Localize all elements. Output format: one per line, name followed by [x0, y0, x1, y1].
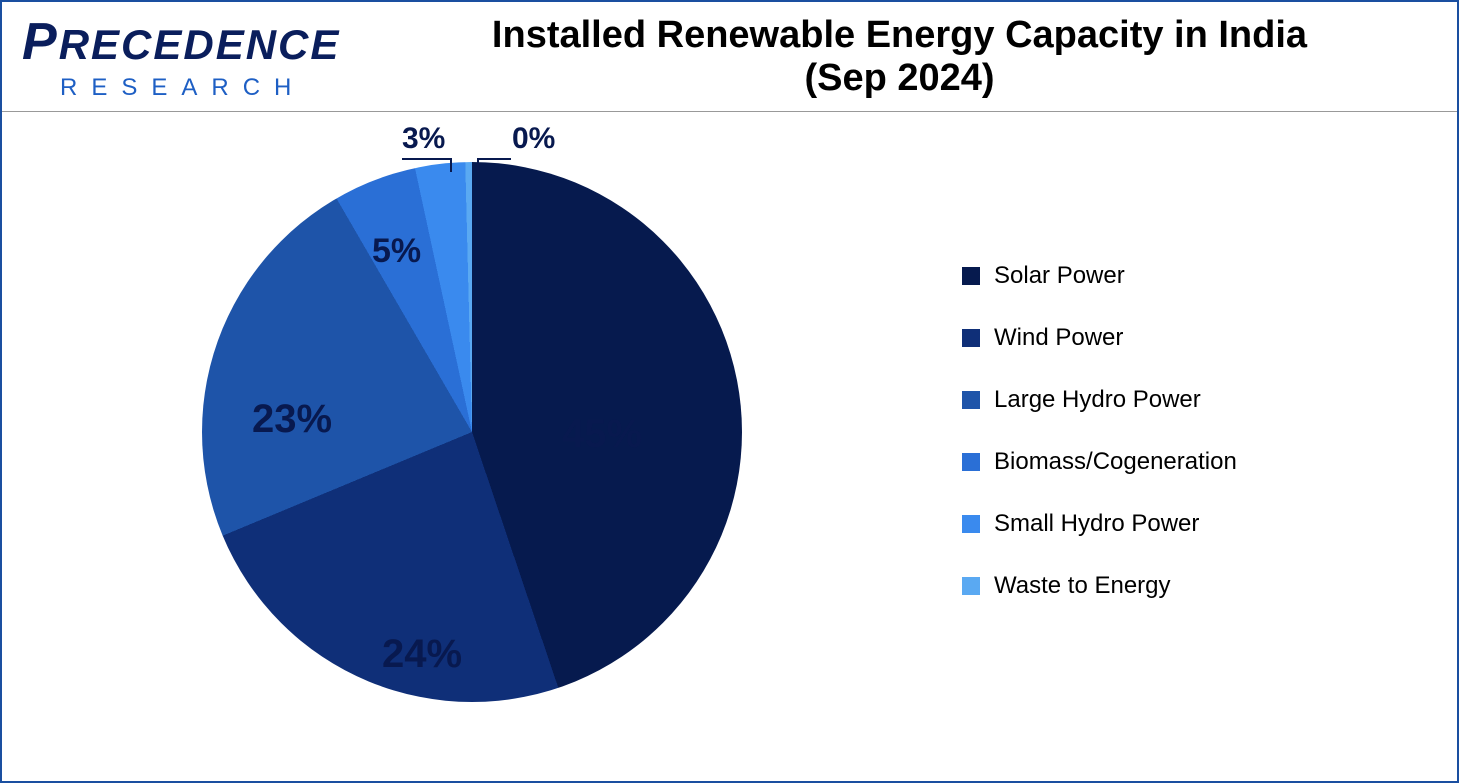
slice-label-biomass: 5% [372, 232, 421, 271]
legend-swatch [962, 515, 980, 533]
brand-rest: RECEDENCE [59, 21, 341, 69]
chart-frame: PRECEDENCE RESEARCH Installed Renewable … [0, 0, 1459, 783]
legend-label: Wind Power [994, 324, 1123, 352]
brand-logo: PRECEDENCE RESEARCH [22, 12, 362, 102]
legend-swatch [962, 453, 980, 471]
legend-item: Large Hydro Power [962, 386, 1237, 414]
legend-label: Small Hydro Power [994, 510, 1199, 538]
slice-label-hydro: 23% [252, 397, 332, 442]
title-line-2: (Sep 2024) [362, 57, 1437, 100]
slice-label-solar: 45% [562, 412, 642, 457]
chart-title: Installed Renewable Energy Capacity in I… [362, 14, 1437, 100]
leader-line-waste-v [477, 158, 479, 172]
legend-swatch [962, 267, 980, 285]
legend-swatch [962, 391, 980, 409]
legend: Solar Power Wind Power Large Hydro Power Bi… [962, 262, 1237, 600]
brand-subtitle: RESEARCH [60, 74, 305, 102]
legend-item: Wind Power [962, 324, 1237, 352]
legend-label: Waste to Energy [994, 572, 1171, 600]
legend-item: Waste to Energy [962, 572, 1237, 600]
header-row: PRECEDENCE RESEARCH Installed Renewable … [2, 2, 1457, 112]
legend-label: Large Hydro Power [994, 386, 1201, 414]
leader-line-waste-h [477, 158, 511, 160]
legend-swatch [962, 329, 980, 347]
leader-line-smallhydro-h [402, 158, 452, 160]
legend-item: Solar Power [962, 262, 1237, 290]
leader-line-smallhydro-v [450, 158, 452, 172]
legend-label: Biomass/Cogeneration [994, 448, 1237, 476]
chart-area: 45% 24% 23% 5% 3% 0% Solar Power Wind Pow… [2, 112, 1457, 781]
slice-label-smallhydro: 3% [402, 122, 445, 156]
legend-item: Biomass/Cogeneration [962, 448, 1237, 476]
slice-label-wind: 24% [382, 632, 462, 677]
legend-label: Solar Power [994, 262, 1125, 290]
slice-label-waste: 0% [512, 122, 555, 156]
brand-name: PRECEDENCE [22, 12, 340, 72]
title-line-1: Installed Renewable Energy Capacity in I… [362, 14, 1437, 57]
brand-first-letter: P [22, 12, 59, 72]
legend-swatch [962, 577, 980, 595]
legend-item: Small Hydro Power [962, 510, 1237, 538]
